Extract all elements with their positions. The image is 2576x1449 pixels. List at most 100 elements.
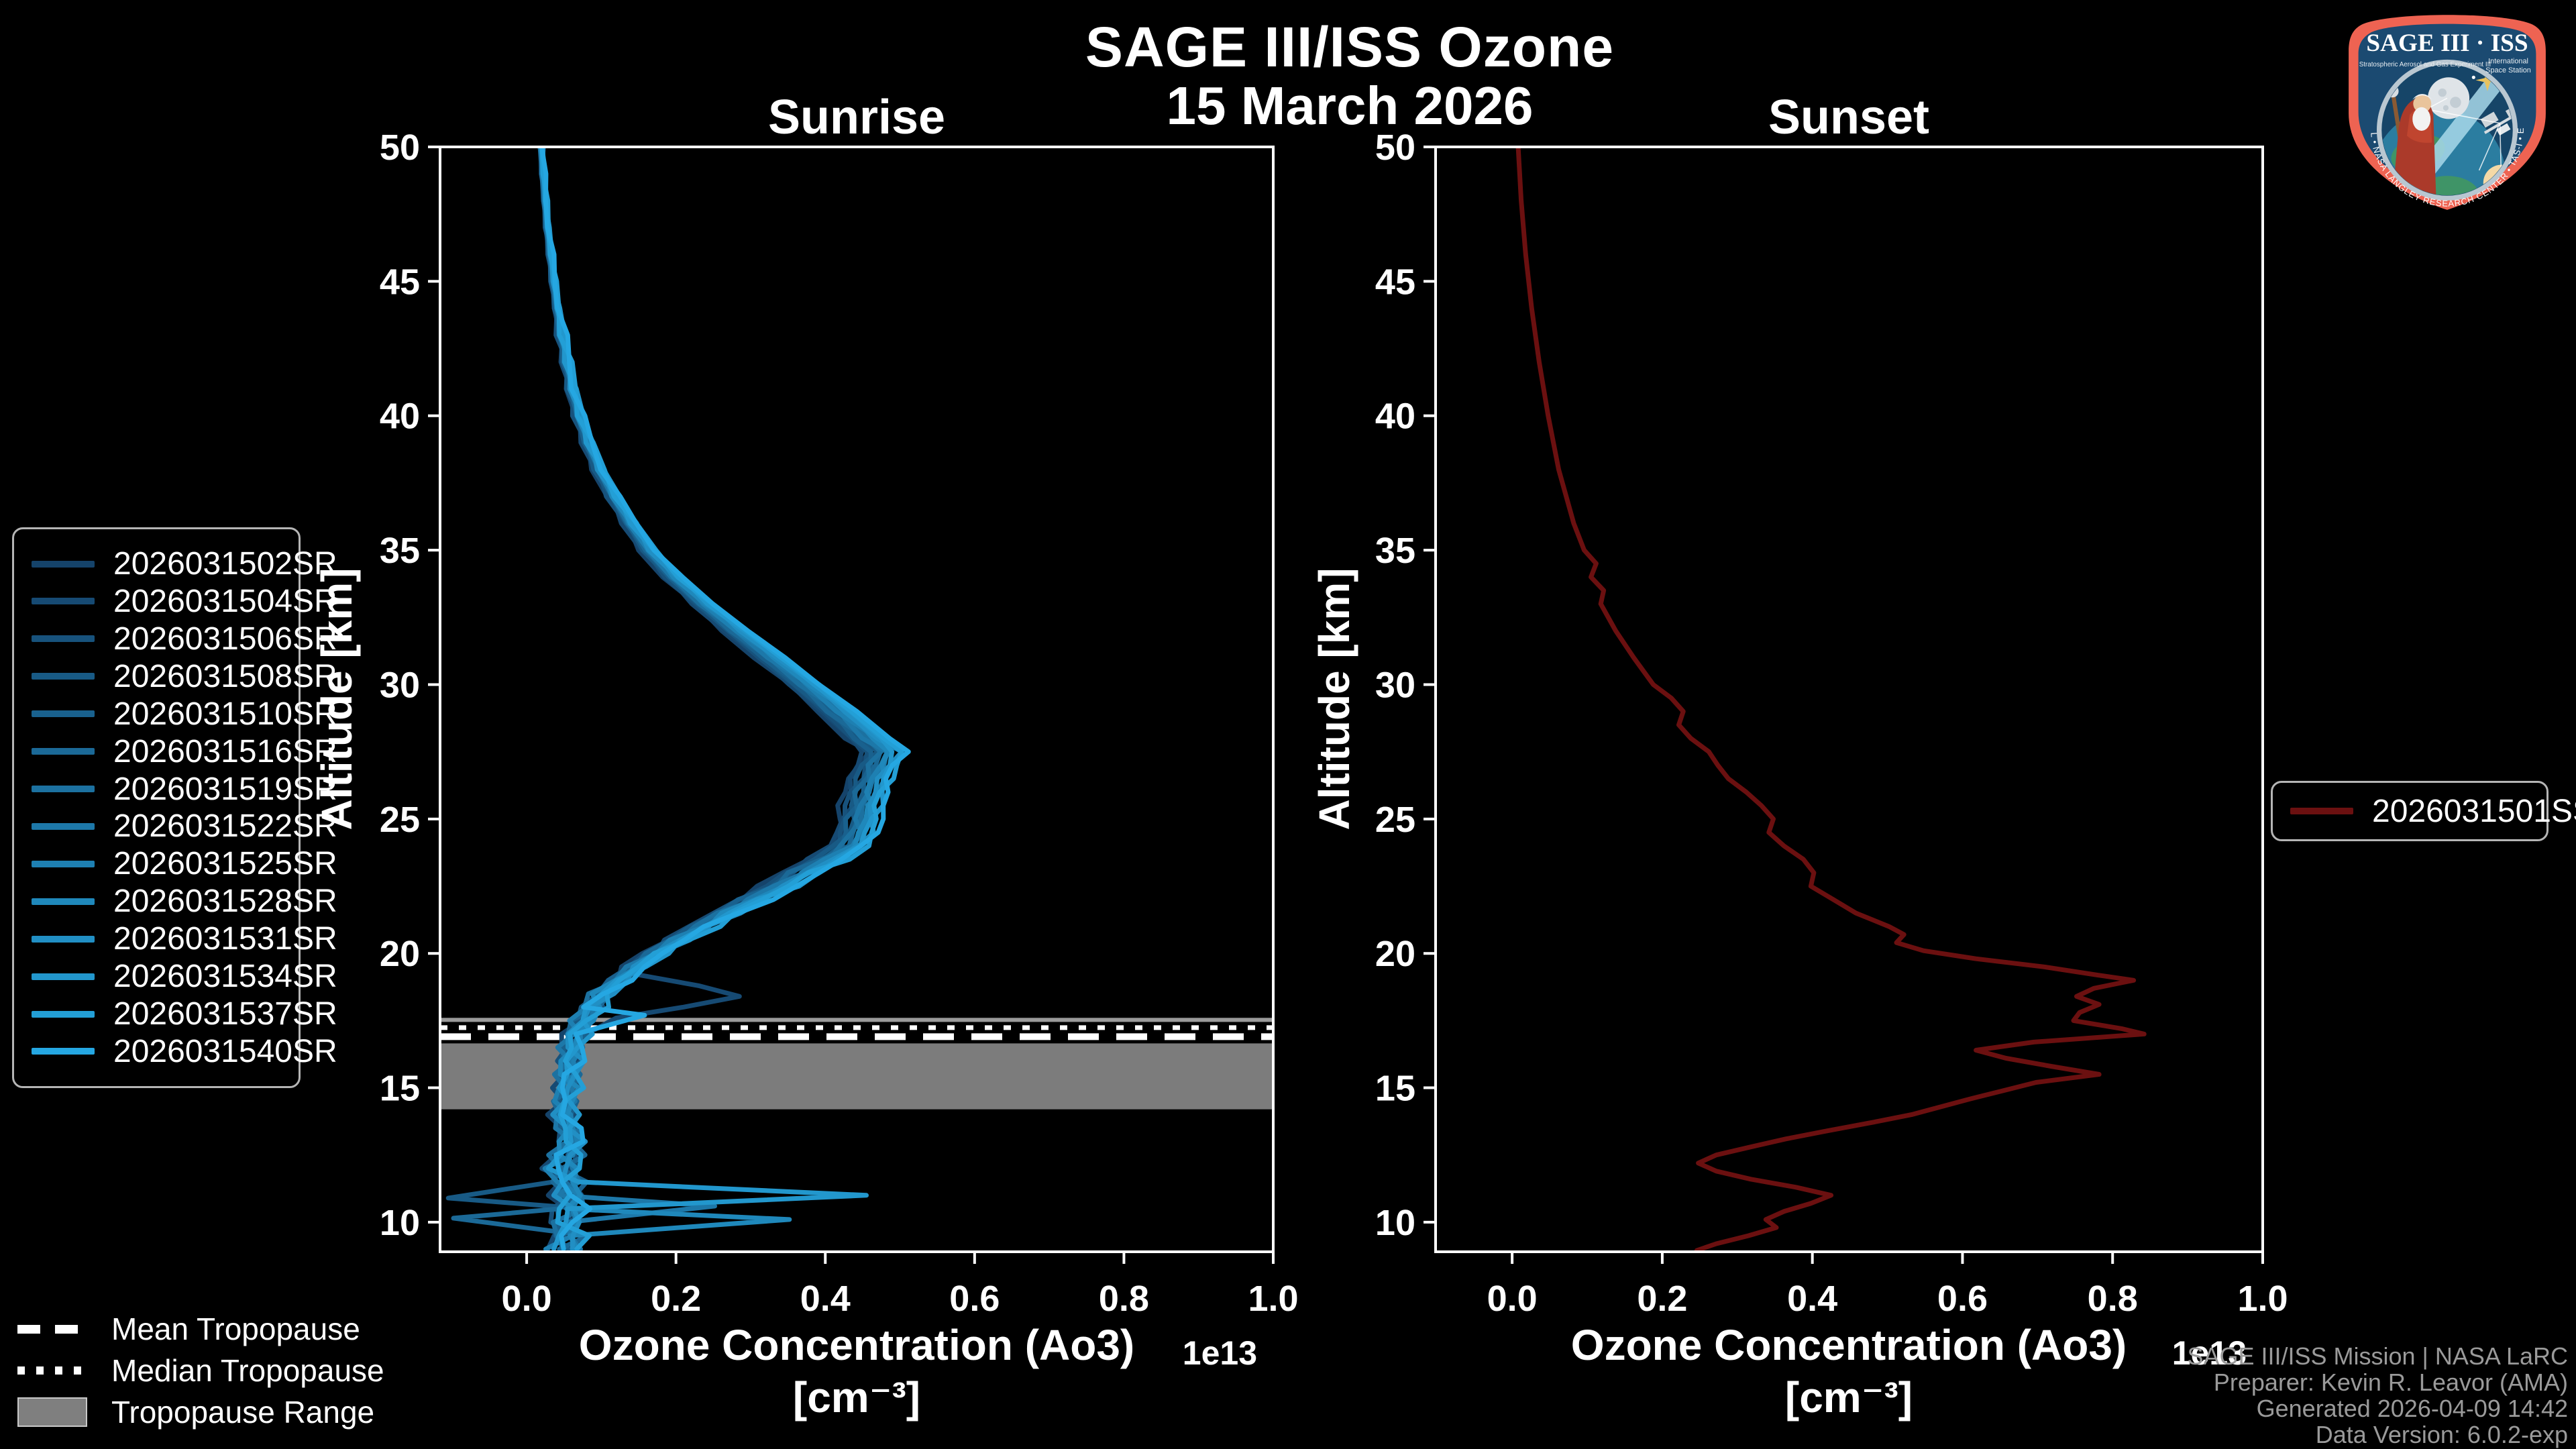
profile-line-2026031501SS bbox=[1515, 147, 2147, 1252]
sunset-legend: 2026031501SS bbox=[2271, 781, 2576, 841]
x-tick-label: 0.4 bbox=[800, 1279, 851, 1319]
y-tick-label: 45 bbox=[1375, 262, 1415, 302]
legend-line-swatch-icon bbox=[32, 898, 95, 905]
legend-line-swatch-icon bbox=[32, 860, 95, 867]
legend-item-label: 2026031519SR bbox=[113, 771, 337, 807]
legend-item: 2026031528SR bbox=[14, 883, 337, 920]
sunrise-legend: 2026031502SR 2026031504SR 2026031506SR 2026… bbox=[12, 527, 337, 1088]
x-axis-units-sunset: [cm⁻³] bbox=[1784, 1373, 1913, 1421]
logo-subtitle-right2: Space Station bbox=[2485, 66, 2531, 74]
tropopause-legend: Mean Tropopause Median Tropopause Tropop… bbox=[13, 1308, 384, 1433]
legend-item-label: 2026031501SS bbox=[2372, 793, 2576, 829]
sage-iii-iss-logo: SAGE III · ISS Stratospheric Aerosol and… bbox=[2343, 11, 2546, 210]
legend-line-swatch-icon bbox=[32, 786, 95, 793]
y-tick-label: 20 bbox=[1375, 934, 1415, 974]
x-tick-label: 1.0 bbox=[2237, 1279, 2288, 1319]
legend-item-label: 2026031502SR bbox=[113, 546, 337, 582]
x-tick-label: 0.0 bbox=[502, 1279, 552, 1319]
attribution-preparer: Preparer: Kevin R. Leavor (AMA) bbox=[2213, 1368, 2568, 1396]
curves-group bbox=[1515, 147, 2147, 1252]
legend-item-label: 2026031534SR bbox=[113, 959, 337, 995]
legend-item: 2026031519SR bbox=[14, 771, 337, 808]
mean-tropopause-label: Mean Tropopause bbox=[111, 1311, 360, 1346]
y-tick-label: 35 bbox=[380, 531, 420, 571]
x-axis-label-sunrise: Ozone Concentration (Ao3) bbox=[578, 1321, 1135, 1369]
x-tick-label: 0.0 bbox=[1487, 1279, 1538, 1319]
x-axis-units-sunrise: [cm⁻³] bbox=[792, 1373, 921, 1421]
attribution-data-version: Data Version: 6.0.2-exp bbox=[2315, 1421, 2568, 1448]
y-tick-label: 25 bbox=[380, 800, 420, 840]
y-tick-label: 50 bbox=[380, 127, 420, 168]
profile-line-2026031540SR bbox=[539, 147, 911, 1252]
legend-line-swatch-icon bbox=[32, 635, 95, 643]
legend-item-label: 2026031528SR bbox=[113, 883, 337, 920]
legend-item-label: 2026031508SR bbox=[113, 658, 337, 694]
x-axis-label-sunset: Ozone Concentration (Ao3) bbox=[1570, 1321, 2127, 1369]
logo-title: SAGE III · ISS bbox=[2366, 30, 2528, 57]
legend-item: 2026031506SR bbox=[14, 621, 337, 657]
figure-subtitle: 15 March 2026 bbox=[1166, 76, 1534, 136]
logo-moon-crater bbox=[2443, 105, 2449, 111]
legend-line-swatch-icon bbox=[32, 935, 95, 943]
legend-line-swatch-icon bbox=[32, 822, 95, 830]
attribution-generated: Generated 2026-04-09 14:42 bbox=[2256, 1395, 2568, 1422]
y-tick-label: 40 bbox=[380, 396, 420, 437]
curves-group bbox=[445, 147, 911, 1252]
legend-line-swatch-icon bbox=[32, 710, 95, 718]
legend-line-swatch-icon bbox=[32, 673, 95, 680]
y-tick-label: 10 bbox=[380, 1203, 420, 1243]
y-tick-label: 15 bbox=[380, 1069, 420, 1109]
x-tick-label: 0.8 bbox=[1099, 1279, 1149, 1319]
tropopause-range-label: Tropopause Range bbox=[111, 1395, 375, 1430]
y-tick-label: 20 bbox=[380, 934, 420, 974]
y-tick-label: 40 bbox=[1375, 396, 1415, 437]
legend-line-swatch-icon bbox=[32, 973, 95, 980]
x-tick-label: 0.4 bbox=[1787, 1279, 1837, 1319]
legend-item: 2026031501SS bbox=[2273, 793, 2576, 830]
axis-offset-label: 1e13 bbox=[2172, 1334, 2247, 1372]
mean-tropopause-dashed-swatch-icon bbox=[17, 1324, 87, 1334]
axis-offset-label: 1e13 bbox=[1183, 1334, 1257, 1372]
attribution-mission: SAGE III/ISS Mission | NASA LaRC bbox=[2187, 1342, 2568, 1370]
y-axis-label-sunset: Altitude [km] bbox=[1310, 568, 1358, 830]
x-tick-label: 0.6 bbox=[1937, 1279, 1988, 1319]
x-tick-label: 0.2 bbox=[651, 1279, 701, 1319]
legend-item: 2026031502SR bbox=[14, 545, 337, 582]
y-tick-label: 50 bbox=[1375, 127, 1415, 168]
logo-subtitle-left: Stratospheric Aerosol and Gas Experiment… bbox=[2359, 61, 2491, 68]
legend-item: 2026031534SR bbox=[14, 958, 337, 995]
legend-item: 2026031522SR bbox=[14, 808, 337, 845]
tropopause-legend-row: Median Tropopause bbox=[13, 1350, 384, 1391]
legend-item: 2026031510SR bbox=[14, 696, 337, 733]
panel-title-sunset: Sunset bbox=[1768, 91, 1930, 144]
y-tick-label: 15 bbox=[1375, 1069, 1415, 1109]
legend-item: 2026031504SR bbox=[14, 583, 337, 620]
legend-item: 2026031525SR bbox=[14, 845, 337, 882]
y-tick-label: 25 bbox=[1375, 800, 1415, 840]
logo-subtitle-right1: International bbox=[2488, 58, 2528, 66]
legend-line-swatch-icon bbox=[32, 560, 95, 568]
legend-item: 2026031516SR bbox=[14, 733, 337, 770]
legend-item: 2026031537SR bbox=[14, 996, 337, 1032]
legend-item-label: 2026031516SR bbox=[113, 733, 337, 769]
legend-item-label: 2026031540SR bbox=[113, 1033, 337, 1069]
legend-line-swatch-icon bbox=[32, 1048, 95, 1055]
legend-item: 2026031540SR bbox=[14, 1033, 337, 1070]
legend-line-swatch-icon bbox=[32, 1010, 95, 1018]
x-tick-label: 0.2 bbox=[1637, 1279, 1687, 1319]
panel-sunset: 0.0 0.2 0.4 0.6 0.8 1.0 10 15 20 25 30 35 40 45 50 1e13 bbox=[1375, 127, 2288, 1372]
y-tick-label: 45 bbox=[380, 262, 420, 302]
axes-frame bbox=[1434, 146, 2264, 1253]
logo-moon bbox=[2428, 77, 2470, 119]
legend-item-label: 2026031525SR bbox=[113, 846, 337, 882]
median-tropopause-dotted-swatch-icon bbox=[17, 1366, 87, 1375]
legend-item-label: 2026031504SR bbox=[113, 583, 337, 619]
legend-item-label: 2026031537SR bbox=[113, 996, 337, 1032]
panel-title-sunrise: Sunrise bbox=[767, 91, 946, 144]
logo-gold-star bbox=[2475, 68, 2500, 91]
tropopause-range-band-swatch-icon bbox=[17, 1397, 87, 1427]
y-tick-label: 30 bbox=[380, 665, 420, 705]
x-tick-label: 0.6 bbox=[949, 1279, 1000, 1319]
y-tick-label: 30 bbox=[1375, 665, 1415, 705]
